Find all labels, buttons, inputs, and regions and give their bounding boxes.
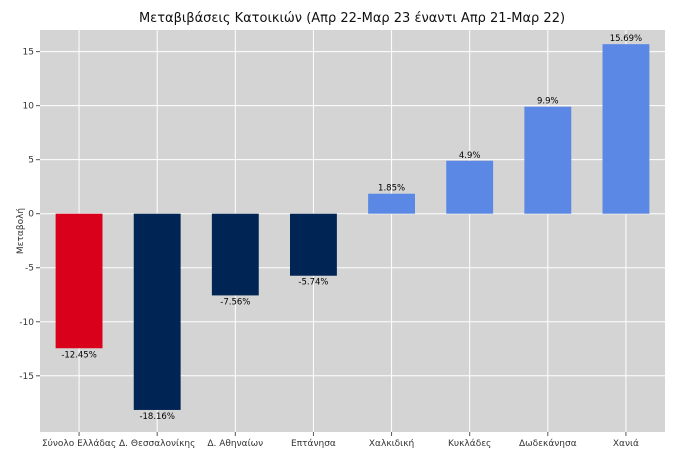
x-category-label: Χανιά <box>613 439 639 449</box>
bar <box>290 213 337 276</box>
x-category-label: Σύνολο Ελλάδας <box>42 438 116 449</box>
x-category-label: Χαλκιδική <box>369 439 414 449</box>
bar <box>602 44 650 214</box>
x-category-label: Δωδεκάνησα <box>519 439 577 449</box>
y-tick-label: 10 <box>23 102 35 112</box>
y-tick-label: -15 <box>19 372 34 382</box>
bar <box>211 213 259 296</box>
bar-value-label: -7.56% <box>220 297 250 307</box>
bar-value-label: 4.9% <box>459 151 481 161</box>
x-category-label: Επτάνησα <box>291 439 336 449</box>
y-tick-label: -5 <box>25 264 34 274</box>
x-category-label: Δ. Αθηναίων <box>207 439 263 449</box>
bar-value-label: -18.16% <box>139 412 174 422</box>
bar-value-label: -12.45% <box>61 350 96 360</box>
bar-value-label: -5.74% <box>298 278 328 288</box>
y-axis-ticks: 15 10 5 0 -5 -10 -15 <box>19 48 40 382</box>
bar <box>55 213 103 349</box>
y-tick-label: 15 <box>23 48 34 58</box>
bar-value-label: 9.9% <box>537 97 559 107</box>
y-tick-label: -10 <box>19 318 34 328</box>
bar <box>368 193 415 214</box>
y-tick-label: 0 <box>28 210 34 220</box>
y-axis-label: Μεταβολή <box>16 208 26 254</box>
x-category-label: Κυκλάδες <box>448 439 491 449</box>
x-axis-ticks: Σύνολο Ελλάδας Δ. Θεσσαλονίκης Δ. Αθηναίων… <box>42 432 639 449</box>
bar <box>133 213 181 410</box>
y-tick-label: 5 <box>28 156 34 166</box>
bars-group <box>55 44 650 410</box>
bar <box>446 160 494 214</box>
chart-title: Μεταβιβάσεις Κατοικιών (Απρ 22-Μαρ 23 έν… <box>139 11 565 26</box>
x-category-label: Δ. Θεσσαλονίκης <box>119 439 195 449</box>
bar-labels-group: -12.45% -18.16% -7.56% -5.74% 1.85% 4.9% 9.9% 1… <box>61 34 642 422</box>
bar <box>524 106 572 214</box>
bar-value-label: 15.69% <box>610 34 642 44</box>
bar-value-label: 1.85% <box>378 184 405 194</box>
